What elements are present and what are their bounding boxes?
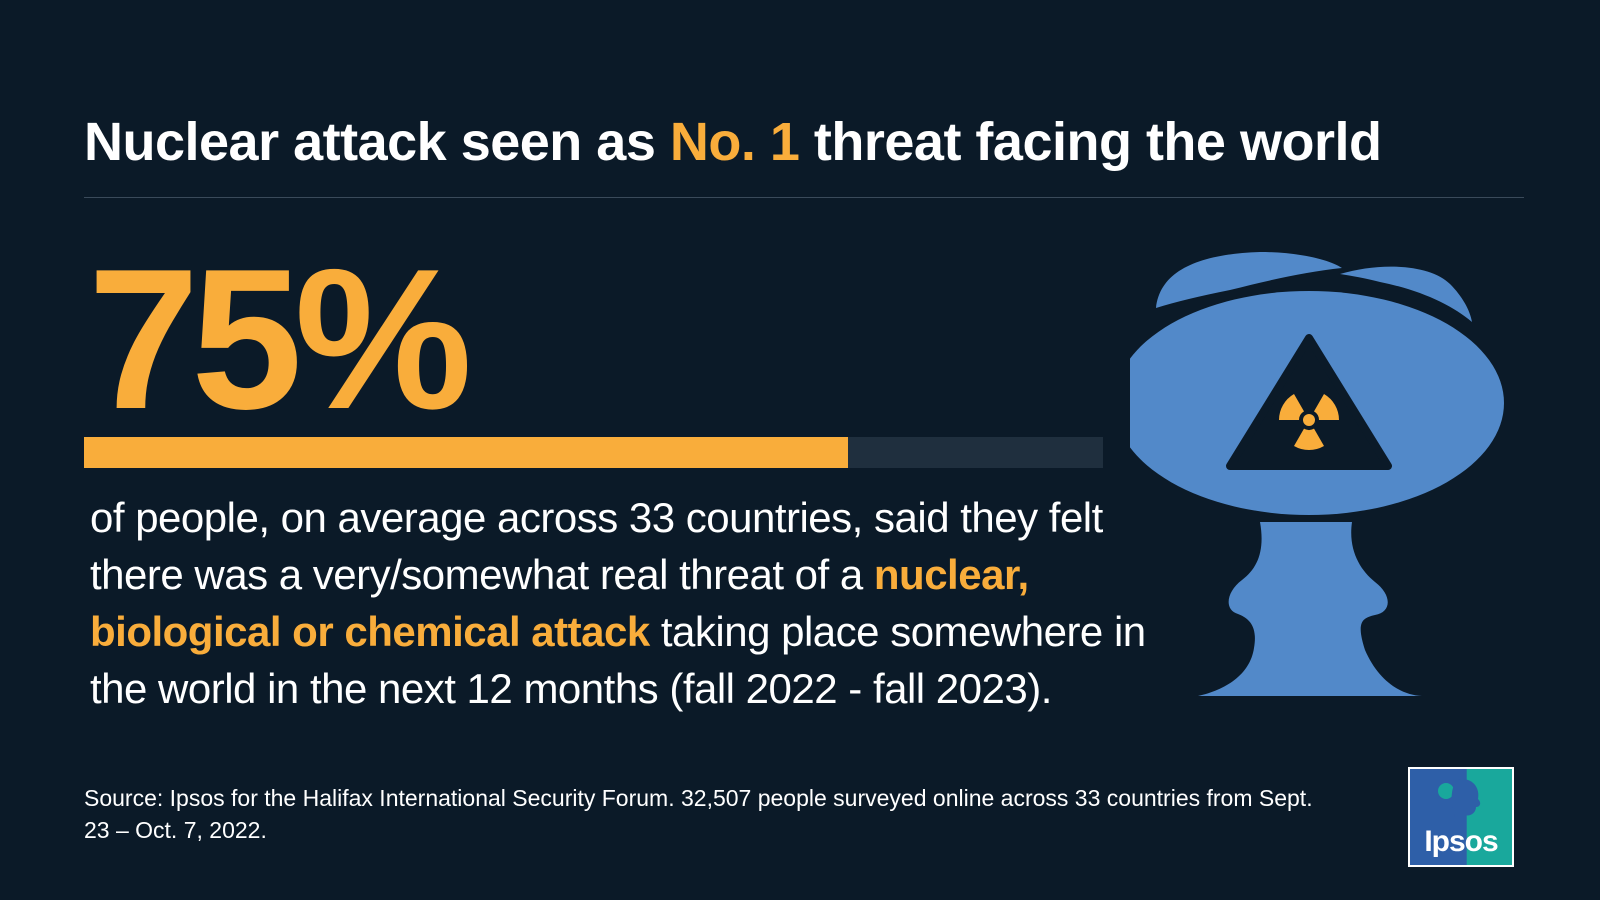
title-divider	[84, 197, 1524, 198]
ipsos-logo-icon	[1408, 767, 1514, 867]
headline-part2: threat facing the world	[799, 112, 1382, 172]
description-text1: of people, on average across 33 countrie…	[90, 494, 1103, 598]
headline-part1: Nuclear attack seen as	[84, 112, 670, 172]
description-text2: taking place somewhere in the world in t…	[90, 608, 1146, 712]
ipsos-logo: Ipsos	[1408, 767, 1514, 867]
progress-bar-track	[84, 437, 1103, 468]
ipsos-logo-label: Ipsos	[1424, 825, 1498, 858]
mushroom-cloud-radiation-icon	[1114, 250, 1540, 720]
description-highlight: nuclear, biological or chemical attack	[90, 551, 1029, 655]
description-text: of people, on average across 33 countrie…	[90, 489, 1150, 717]
source-note: Source: Ipsos for the Halifax Internatio…	[84, 785, 1313, 843]
big-stat-value: 75%	[88, 228, 472, 451]
headline-highlight: No. 1	[669, 112, 800, 172]
headline: Nuclear attack seen as No. 1 threat faci…	[84, 108, 1382, 176]
progress-bar-fill	[84, 437, 849, 468]
